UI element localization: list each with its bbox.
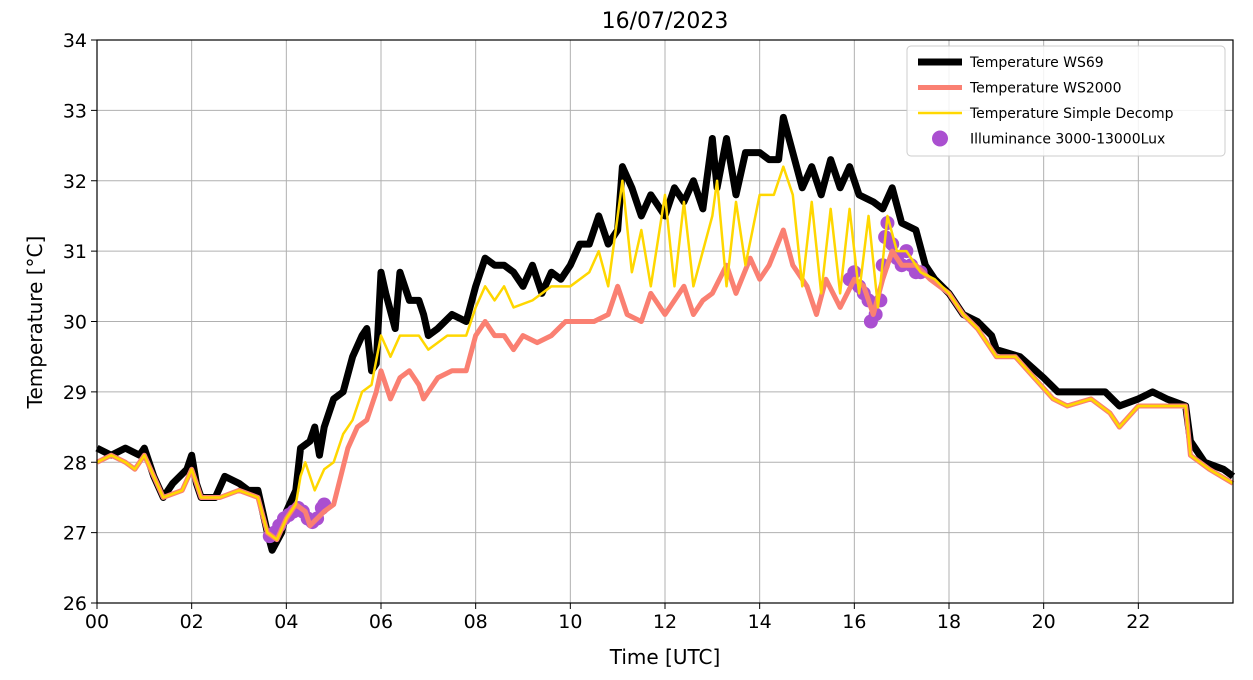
x-tick-label: 14: [748, 611, 772, 633]
legend-label: Temperature WS2000: [969, 81, 1122, 97]
legend-label: Illuminance 3000-13000Lux: [970, 132, 1165, 148]
x-tick-label: 02: [180, 611, 204, 633]
x-tick-label: 08: [464, 611, 488, 633]
x-tick-label: 04: [274, 611, 298, 633]
y-tick-label: 32: [63, 171, 87, 193]
x-tick-label: 22: [1126, 611, 1150, 633]
x-tick-label: 12: [653, 611, 677, 633]
x-tick-label: 00: [85, 611, 109, 633]
y-tick-label: 31: [63, 241, 87, 263]
y-axis-label: Temperature [°C]: [23, 236, 47, 410]
x-tick-label: 10: [558, 611, 582, 633]
axis-ticks: 00 02 04 06 08 10 12 14 16 18 20 22 26 27 28 29 30 31 32 33…: [63, 30, 1151, 633]
x-tick-label: 16: [842, 611, 866, 633]
y-tick-label: 27: [63, 523, 87, 545]
legend: Temperature WS69 Temperature WS2000 Temper…: [906, 45, 1226, 157]
x-tick-label: 18: [937, 611, 961, 633]
x-tick-label: 20: [1032, 611, 1056, 633]
y-tick-label: 29: [63, 382, 87, 404]
y-tick-label: 34: [63, 30, 87, 52]
legend-marker: [932, 130, 948, 147]
x-tick-label: 06: [369, 611, 393, 633]
y-tick-label: 28: [63, 452, 87, 474]
y-tick-label: 30: [63, 312, 87, 334]
legend-label: Temperature WS69: [969, 55, 1104, 71]
legend-label: Temperature Simple Decomp: [969, 106, 1174, 122]
y-tick-label: 26: [63, 593, 87, 615]
chart-title: 16/07/2023: [602, 9, 729, 34]
y-tick-label: 33: [63, 100, 87, 122]
series-line-2: [96, 165, 1234, 541]
x-axis-label: Time [UTC]: [609, 645, 721, 669]
legend-box: [906, 45, 1226, 157]
plot-area: [95, 113, 1236, 554]
